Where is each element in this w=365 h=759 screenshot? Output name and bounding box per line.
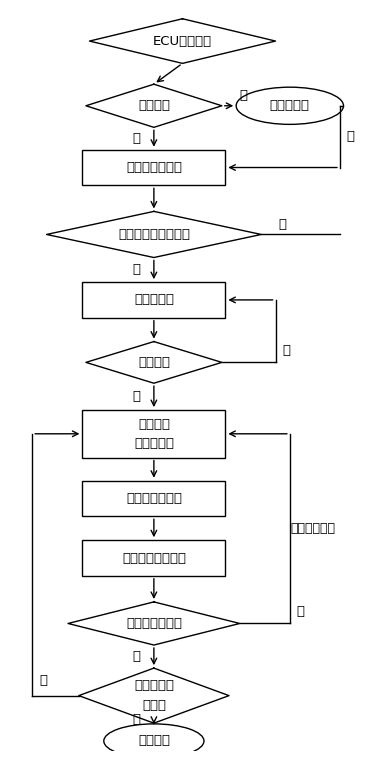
Ellipse shape xyxy=(236,87,343,124)
Text: 持续控温过程: 持续控温过程 xyxy=(291,522,335,535)
Text: 点火结束: 点火结束 xyxy=(138,735,170,748)
Text: 蓄热体预热: 蓄热体预热 xyxy=(134,294,174,307)
Text: 否: 否 xyxy=(39,674,47,687)
Text: 预热完成: 预热完成 xyxy=(138,356,170,369)
Text: 温度达到允许值: 温度达到允许值 xyxy=(126,617,182,630)
Text: 是: 是 xyxy=(132,650,140,663)
Text: 设定值: 设定值 xyxy=(142,699,166,712)
Text: 是: 是 xyxy=(132,132,140,145)
Bar xyxy=(82,150,226,185)
Text: 否: 否 xyxy=(282,344,290,357)
Text: 否: 否 xyxy=(347,130,355,143)
Text: 是: 是 xyxy=(132,390,140,403)
Bar xyxy=(82,480,226,516)
Text: 报警及提示: 报警及提示 xyxy=(270,99,310,112)
Text: ECU上电自检: ECU上电自检 xyxy=(153,35,212,48)
Bar xyxy=(82,540,226,576)
Polygon shape xyxy=(79,668,229,723)
Text: 否: 否 xyxy=(296,605,304,618)
Text: 监测记录背压状态: 监测记录背压状态 xyxy=(122,552,186,565)
Polygon shape xyxy=(47,212,261,257)
Text: 按供油情况供氧: 按供油情况供氧 xyxy=(126,492,182,505)
Text: 否: 否 xyxy=(239,89,247,102)
Bar xyxy=(82,282,226,318)
Polygon shape xyxy=(86,342,222,383)
Text: 背压降低到: 背压降低到 xyxy=(134,679,174,692)
Text: 数据采集、存储: 数据采集、存储 xyxy=(126,161,182,174)
Text: 否: 否 xyxy=(278,218,287,231)
Text: 按工况供油: 按工况供油 xyxy=(134,437,174,450)
Polygon shape xyxy=(89,19,276,64)
Text: 是: 是 xyxy=(132,713,140,726)
Text: 继续加热: 继续加热 xyxy=(138,417,170,430)
Text: 背压达到点火设定值: 背压达到点火设定值 xyxy=(118,228,190,241)
Ellipse shape xyxy=(104,724,204,758)
Bar xyxy=(82,410,226,458)
Text: 初始检查: 初始检查 xyxy=(138,99,170,112)
Text: 是: 是 xyxy=(132,263,140,276)
Polygon shape xyxy=(68,602,240,645)
Polygon shape xyxy=(86,84,222,128)
